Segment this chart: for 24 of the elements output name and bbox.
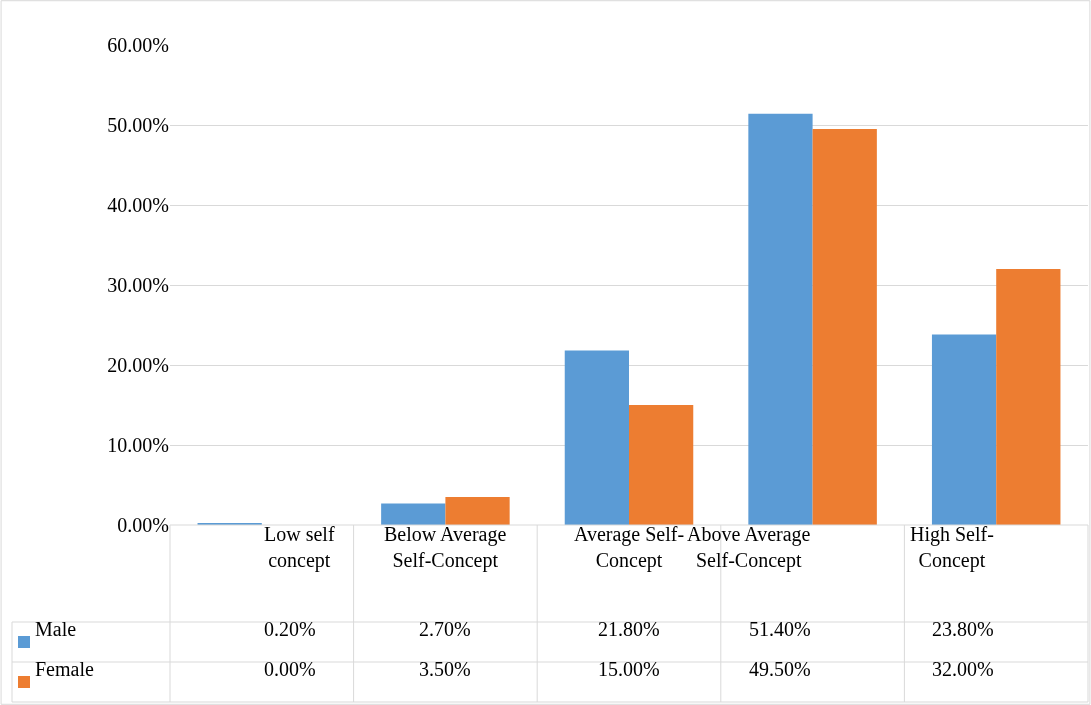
x-tick-label: Below Average Self-Concept: [384, 523, 507, 572]
y-tick-label: 0.00%: [117, 514, 169, 536]
data-label: 32.00%: [932, 658, 994, 680]
y-tick-label: 50.00%: [107, 114, 169, 136]
data-label: 2.70%: [419, 618, 471, 640]
data-label: 0.00%: [264, 658, 316, 680]
data-label: 51.40%: [749, 618, 811, 640]
x-tick-label: Low self concept: [264, 523, 335, 572]
y-tick-label: 20.00%: [107, 354, 169, 376]
y-tick-label: 30.00%: [107, 274, 169, 296]
data-label: 15.00%: [598, 658, 660, 680]
y-tick-label: 60.00%: [107, 34, 169, 56]
data-label: 21.80%: [598, 618, 660, 640]
x-tick-label: Average Self-Concept: [574, 523, 685, 572]
data-label: 49.50%: [749, 658, 811, 680]
x-tick-label: High Self-Concept: [910, 523, 994, 572]
x-tick-label: Above Average Self-Concept: [687, 523, 811, 572]
legend-label: Male: [35, 618, 77, 640]
y-tick-label: 40.00%: [107, 194, 169, 216]
legend-label: Female: [35, 658, 94, 680]
data-label: 3.50%: [419, 658, 471, 680]
y-tick-label: 10.00%: [107, 434, 169, 456]
data-label: 23.80%: [932, 618, 994, 640]
data-label: 0.20%: [264, 618, 316, 640]
